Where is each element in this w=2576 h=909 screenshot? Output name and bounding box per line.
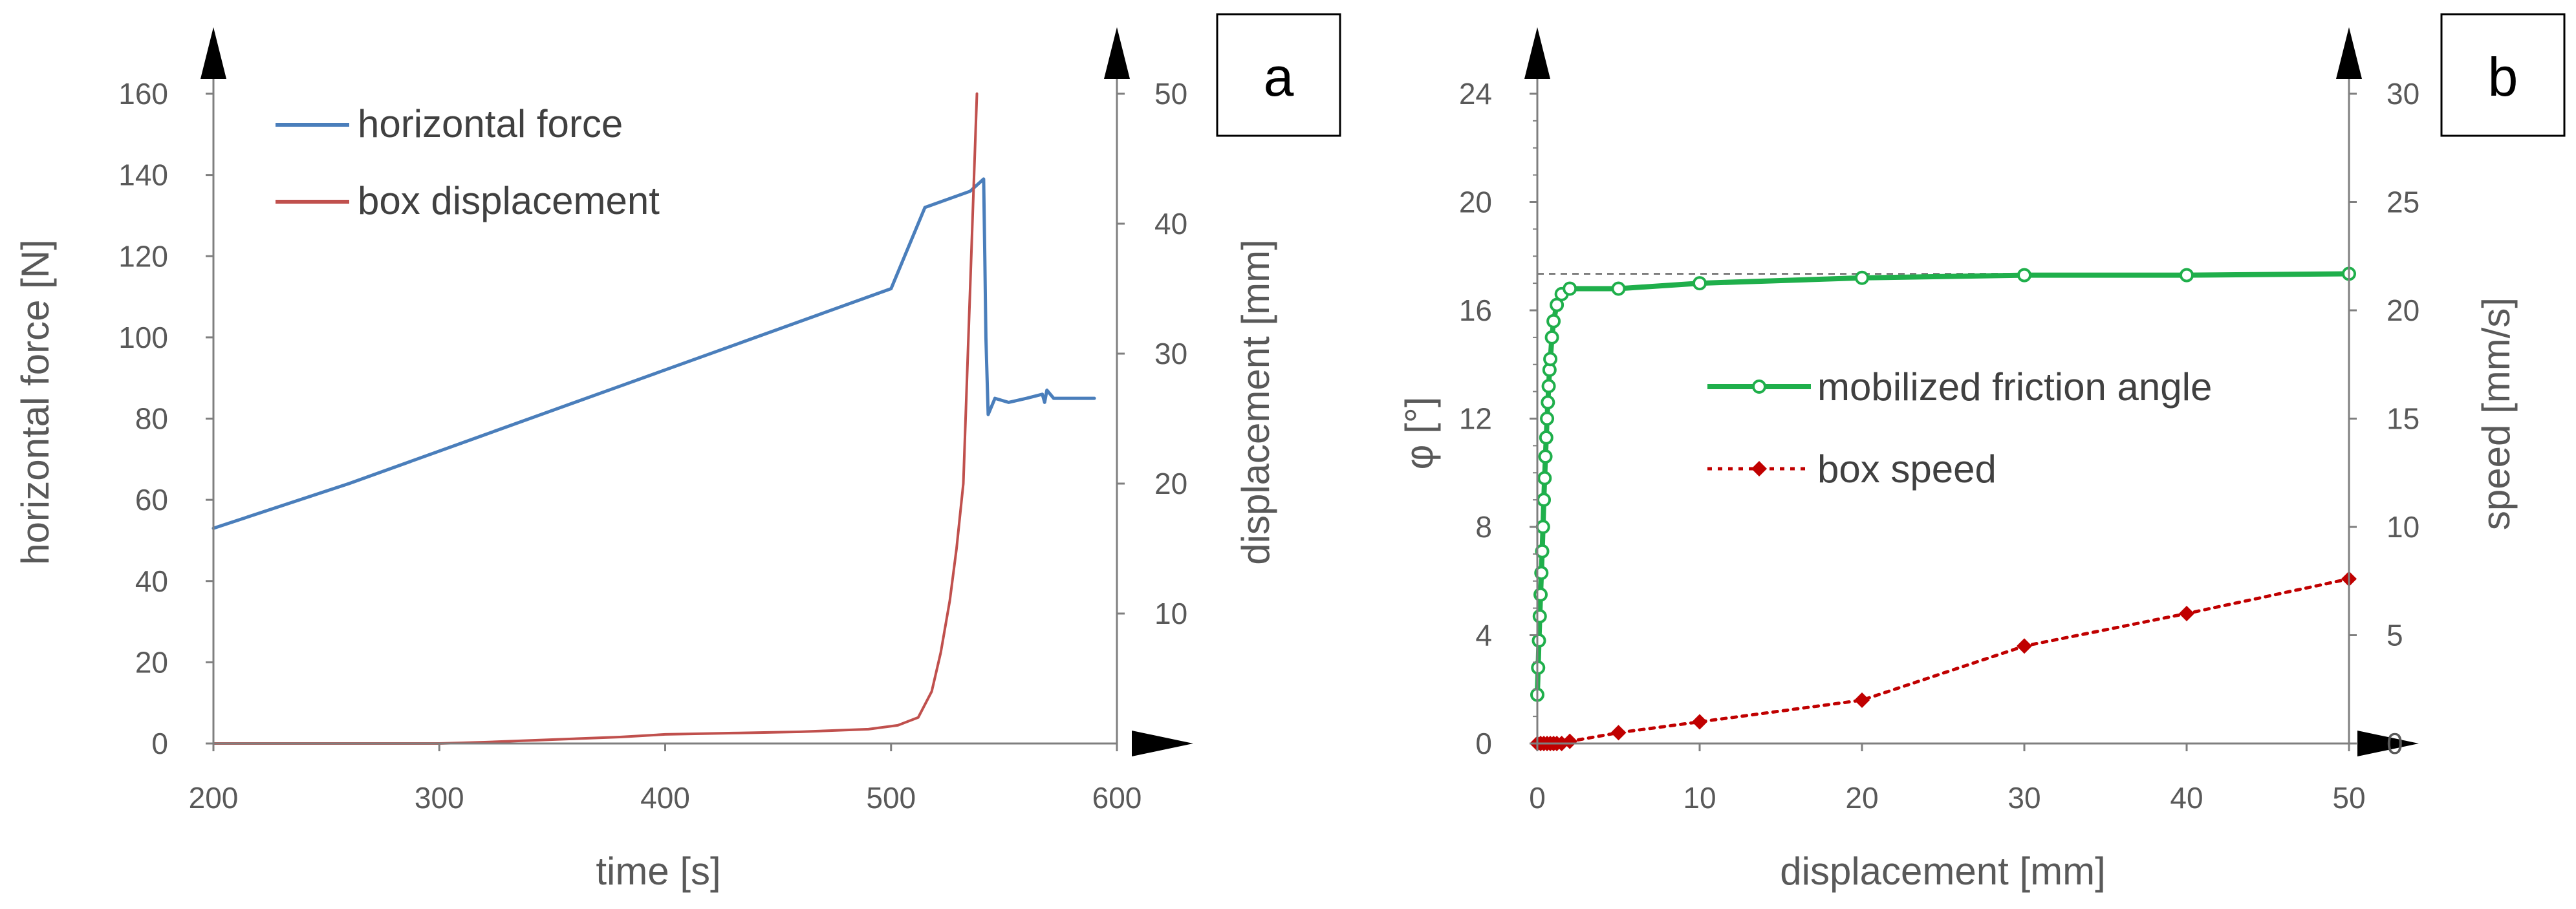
chart-a-y2-tick-label: 40 <box>1154 207 1187 241</box>
chart-b-data-point <box>1546 314 1561 328</box>
chart-a-series-horizontal-force-line <box>211 177 1096 530</box>
chart-b-data-point <box>1610 725 1627 741</box>
chart-b-panel-label-box <box>2440 13 2566 137</box>
chart-b-x-tick-label: 0 <box>1529 781 1546 815</box>
chart-a-y2-tick-label: 20 <box>1154 467 1187 500</box>
legend-label-box-speed: box speed <box>1817 447 1997 491</box>
chart-b-data-point <box>1563 281 1577 296</box>
chart-b-data-point <box>1537 471 1552 486</box>
chart-b-x-tick-label: 20 <box>1845 781 1878 815</box>
chart-b-right-axis-arrow-icon <box>2336 27 2362 79</box>
chart-a-y-tick-label: 20 <box>135 645 168 679</box>
chart-b-x-tick-label: 10 <box>1683 781 1716 815</box>
chart-b-series-mobilized-friction-angle-line <box>1535 271 2352 698</box>
chart-b: 0 10 20 30 40 50 0 4 8 12 16 20 24 0 5 10 15 20 25 30 displ… <box>1398 13 2566 893</box>
chart-b-y-tick-label: 20 <box>1459 186 1492 219</box>
chart-b-x-label: displacement [mm] <box>1780 850 2106 893</box>
chart-a-x-tick-label: 300 <box>415 781 464 815</box>
chart-a-y-tick-label: 80 <box>135 402 168 436</box>
chart-b-y-label: φ [°] <box>1398 397 1441 470</box>
chart-a-right-axis-arrow-icon <box>1104 27 1130 79</box>
chart-a-y2-tick-label: 50 <box>1154 77 1187 111</box>
chart-b-data-point <box>1543 352 1558 367</box>
chart-a-y-tick-label: 160 <box>118 77 168 111</box>
chart-b-y2-label: speed [mm/s] <box>2474 297 2518 530</box>
chart-a-x-axis-arrow-icon <box>1132 731 1193 756</box>
chart-a-y-tick-label: 0 <box>151 727 168 760</box>
chart-b-data-point <box>2179 606 2194 621</box>
chart-b-y2-tick-label: 15 <box>2387 402 2419 436</box>
chart-b-data-point <box>1541 379 1556 394</box>
chart-b-y-tick-label: 0 <box>1475 727 1492 760</box>
chart-b-data-point <box>2180 268 2194 283</box>
chart-b-panel-label: b <box>2488 47 2518 107</box>
chart-b-y2-tick-label: 20 <box>2387 294 2419 327</box>
chart-b-data-point <box>2017 638 2032 654</box>
chart-a-y-tick-label: 120 <box>118 239 168 273</box>
chart-b-data-point <box>1540 411 1555 426</box>
chart-b-data-point <box>1693 276 1707 291</box>
chart-b-y2-tick-label: 5 <box>2387 619 2403 652</box>
chart-b-x-tick-label: 40 <box>2170 781 2203 815</box>
chart-b-data-point <box>1537 493 1552 508</box>
chart-a-y2-tick-label: 10 <box>1154 597 1187 630</box>
chart-a-legend: horizontal force box displacement <box>276 102 660 222</box>
chart-a-y-tick-label: 60 <box>135 483 168 517</box>
chart-b-data-point <box>1544 330 1559 345</box>
chart-b-legend: mobilized friction angle box speed <box>1707 365 2212 491</box>
chart-b-y2-tick-label: 10 <box>2387 510 2419 544</box>
legend-label-mobilized-friction-angle: mobilized friction angle <box>1817 365 2212 409</box>
chart-a-x-tick-label: 600 <box>1092 781 1142 815</box>
chart-b-left-axis-arrow-icon <box>1524 27 1550 79</box>
legend-marker-box-speed <box>1751 461 1767 476</box>
chart-b-x-tick-label: 30 <box>2008 781 2040 815</box>
chart-a-x-label: time [s] <box>596 850 720 893</box>
chart-b-data-point <box>1562 733 1578 749</box>
chart-b-data-point <box>1539 430 1553 445</box>
chart-a-y-tick-label: 40 <box>135 564 168 598</box>
chart-b-y2-tick-label: 30 <box>2387 77 2419 111</box>
legend-label-horizontal-force: horizontal force <box>358 102 623 145</box>
chart-b-data-point <box>1538 449 1553 464</box>
chart-b-x-tick-label: 50 <box>2332 781 2365 815</box>
chart-a-series-box-displacement-line <box>212 92 979 745</box>
chart-a-panel-label: a <box>1264 47 1294 107</box>
chart-b-y-tick-label: 8 <box>1475 510 1492 544</box>
chart-b-x-axis-arrow-icon <box>2357 731 2419 756</box>
chart-b-y-tick-label: 16 <box>1459 294 1492 327</box>
chart-b-data-point <box>1535 520 1550 534</box>
chart-b-data-point <box>1534 566 1549 581</box>
chart-b-y-tick-label: 24 <box>1459 77 1492 111</box>
chart-b-data-point <box>1532 633 1546 648</box>
chart-a-panel-label-box <box>1216 13 1341 137</box>
chart-a-y2-label: displacement [mm] <box>1234 239 1277 565</box>
chart-a-left-axis-arrow-icon <box>200 27 226 79</box>
chart-a-x-tick-label: 400 <box>640 781 690 815</box>
chart-b-data-point <box>1692 714 1707 730</box>
chart-a-x-tick-label: 500 <box>866 781 916 815</box>
chart-b-y-tick-label: 12 <box>1459 402 1492 436</box>
chart-b-data-point <box>2017 268 2031 283</box>
chart-a-y2-tick-label: 30 <box>1154 337 1187 370</box>
legend-label-box-displacement: box displacement <box>358 179 660 222</box>
chart-a-y-label: horizontal force [N] <box>14 239 57 565</box>
chart-a: 200 300 400 500 600 0 20 40 60 80 100 120 140 160 10 20… <box>14 13 1341 893</box>
legend-marker-mobilized-friction-angle <box>1752 380 1766 394</box>
chart-b-y-tick-label: 4 <box>1475 619 1492 652</box>
chart-a-x-tick-label: 200 <box>189 781 239 815</box>
chart-b-data-point <box>1854 692 1870 708</box>
chart-b-y2-tick-label: 25 <box>2387 186 2419 219</box>
chart-a-y-tick-label: 100 <box>118 321 168 354</box>
chart-b-data-point <box>1532 609 1547 624</box>
chart-b-data-point <box>1855 270 1869 285</box>
chart-b-data-point <box>1541 395 1555 410</box>
chart-a-y-tick-label: 140 <box>118 158 168 192</box>
chart-b-y2-tick-label: 0 <box>2387 727 2403 760</box>
chart-b-data-point <box>1611 281 1626 296</box>
